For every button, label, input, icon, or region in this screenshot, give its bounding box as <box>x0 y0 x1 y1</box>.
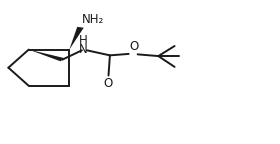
Text: NH₂: NH₂ <box>82 13 104 26</box>
Text: N: N <box>79 43 87 56</box>
Polygon shape <box>29 50 64 61</box>
Text: H: H <box>79 34 87 47</box>
Text: O: O <box>129 40 138 53</box>
Polygon shape <box>69 27 84 50</box>
Text: O: O <box>104 77 113 90</box>
